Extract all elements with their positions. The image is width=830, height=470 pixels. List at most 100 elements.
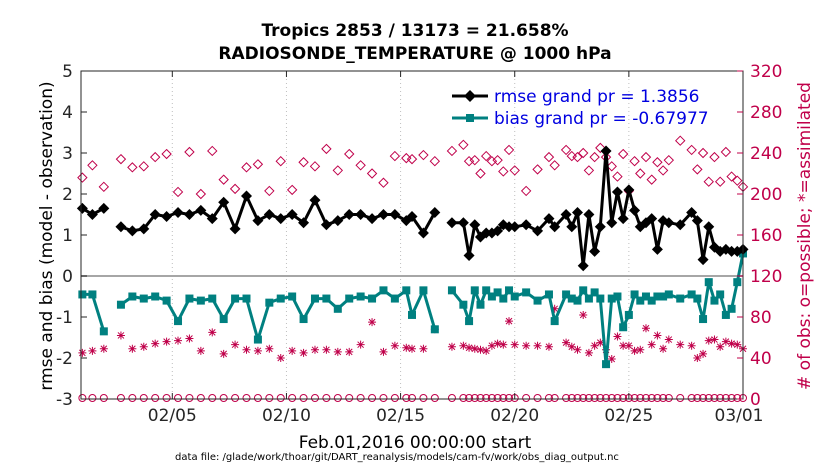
bias-point xyxy=(641,292,650,301)
possible-obs-marker xyxy=(229,183,241,195)
possible-obs-baseline-marker xyxy=(487,394,496,402)
bias-point xyxy=(596,294,605,303)
bias-point xyxy=(231,294,240,303)
possible-obs-marker xyxy=(692,164,703,175)
y-tick-label-6: 3 xyxy=(62,144,73,164)
bias-point xyxy=(242,294,251,303)
bias-point xyxy=(345,294,354,303)
bias-point xyxy=(522,288,531,297)
possible-obs-baseline-marker xyxy=(88,394,97,402)
possible-obs-marker xyxy=(298,157,309,168)
assimilated-obs-marker xyxy=(687,341,696,350)
bias-point xyxy=(505,286,514,295)
y-axis-label-left: rmse and bias (model - observation) xyxy=(37,81,57,390)
assimilated-obs-marker xyxy=(596,338,605,347)
bias-point xyxy=(299,315,308,324)
y-right-tick-label-8: 320 xyxy=(750,62,782,82)
bias-series xyxy=(78,249,747,369)
assimilated-obs-marker xyxy=(544,342,553,351)
bias-point xyxy=(636,296,645,305)
bias-point xyxy=(727,304,736,313)
possible-obs-marker xyxy=(486,155,498,167)
bias-point xyxy=(619,323,628,332)
possible-obs-baseline-marker xyxy=(368,394,377,402)
bias-point xyxy=(174,317,183,326)
possible-obs-marker xyxy=(697,147,709,159)
possible-obs-marker xyxy=(503,144,515,156)
possible-obs-baseline-marker xyxy=(162,394,171,402)
bias-point xyxy=(602,360,611,369)
possible-obs-baseline-marker xyxy=(447,394,456,402)
data-file-footnote: data file: /glade/work/thoar/git/DART_re… xyxy=(175,452,619,463)
assimilated-obs-marker xyxy=(613,332,622,341)
possible-obs-baseline-marker xyxy=(641,394,650,402)
possible-obs-marker xyxy=(726,171,737,182)
assimilated-obs-marker xyxy=(522,341,531,350)
rmse-point xyxy=(389,209,401,220)
rmse-point xyxy=(600,145,612,157)
possible-obs-marker xyxy=(344,148,355,160)
y-right-tick-label-6: 240 xyxy=(750,144,782,164)
assimilated-obs-marker xyxy=(368,318,377,327)
bias-point xyxy=(219,315,228,324)
assimilated-obs-marker xyxy=(636,345,645,354)
bias-point xyxy=(459,300,468,309)
possible-obs-baseline-marker xyxy=(333,394,342,402)
assimilated-obs-marker xyxy=(653,331,662,340)
possible-obs-marker xyxy=(595,142,606,154)
rmse-point xyxy=(355,209,367,220)
possible-obs-marker xyxy=(480,150,492,162)
assimilated-obs-marker xyxy=(465,343,474,352)
possible-obs-baseline-marker xyxy=(476,394,485,402)
rmse-point xyxy=(629,204,641,216)
possible-obs-baseline-marker xyxy=(721,394,730,402)
assimilated-obs-marker xyxy=(253,346,262,355)
bias-point xyxy=(185,294,194,303)
rmse-series xyxy=(76,145,749,272)
x-tick-label-4: 02/25 xyxy=(604,406,653,426)
x-tick-label-0: 02/05 xyxy=(148,406,197,426)
possible-obs-marker xyxy=(207,145,218,157)
rmse-point xyxy=(503,221,515,233)
assimilated-obs-marker xyxy=(619,341,628,350)
assimilated-obs-marker xyxy=(242,345,251,354)
possible-obs-baseline-marker xyxy=(550,394,559,402)
possible-obs-marker xyxy=(463,155,475,167)
assimilated-obs-marker xyxy=(162,337,171,346)
rmse-point xyxy=(572,206,583,218)
assimilated-obs-marker xyxy=(727,339,736,348)
assimilated-obs-marker xyxy=(647,340,656,349)
bias-point xyxy=(408,310,416,319)
bias-point xyxy=(693,294,702,303)
rmse-point xyxy=(674,219,686,231)
bias-point xyxy=(550,317,559,326)
possible-obs-marker xyxy=(549,160,560,171)
possible-obs-baseline-marker xyxy=(499,394,508,402)
rmse-point xyxy=(532,225,544,237)
assimilated-obs-marker xyxy=(664,335,673,344)
possible-obs-baseline-marker xyxy=(505,394,514,402)
assimilated-obs-marker xyxy=(196,346,205,355)
rmse-point xyxy=(617,213,629,225)
assimilated-obs-marker xyxy=(733,340,742,349)
legend: rmse grand pr = 1.3856 bias grand pr = -… xyxy=(452,87,709,129)
assimilated-obs-marker xyxy=(185,334,194,343)
possible-obs-baseline-marker xyxy=(522,394,531,402)
possible-obs-baseline-marker xyxy=(602,394,611,402)
possible-obs-baseline-marker xyxy=(687,394,696,402)
assimilated-obs-marker xyxy=(476,345,485,354)
bias-point xyxy=(487,292,496,301)
possible-obs-baseline-marker xyxy=(630,394,639,402)
rmse-point xyxy=(98,202,110,214)
possible-obs-marker xyxy=(241,162,252,173)
bias-point xyxy=(447,286,456,295)
assimilated-obs-marker xyxy=(550,304,559,313)
possible-obs-baseline-marker xyxy=(356,394,365,402)
possible-obs-baseline-marker xyxy=(647,394,656,402)
assimilated-obs-marker xyxy=(562,338,571,347)
possible-obs-baseline-marker xyxy=(590,394,599,402)
rmse-point xyxy=(320,219,332,231)
possible-obs-baseline-marker xyxy=(493,394,502,402)
assimilated-obs-marker xyxy=(390,341,399,350)
rmse-point xyxy=(366,213,378,225)
